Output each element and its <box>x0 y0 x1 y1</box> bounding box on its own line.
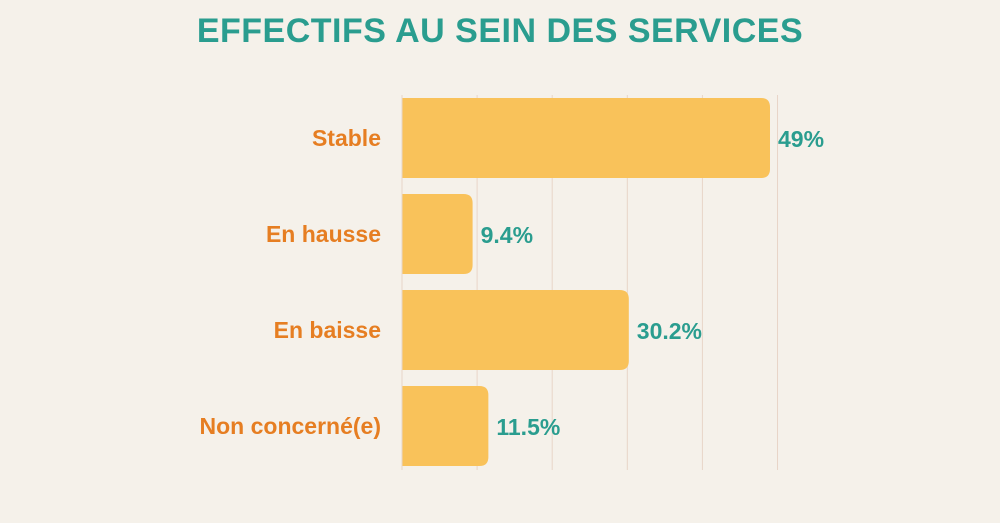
value-label: 9.4% <box>481 222 533 248</box>
value-label: 49% <box>778 126 824 152</box>
value-label: 11.5% <box>496 414 560 440</box>
chart-title: EFFECTIFS AU SEIN DES SERVICES <box>196 12 804 50</box>
value-label: 30.2% <box>637 318 702 344</box>
category-label: Non concerné(e) <box>200 413 381 439</box>
category-label: Stable <box>312 125 381 151</box>
bar-3 <box>402 290 629 370</box>
category-label: En hausse <box>266 221 381 247</box>
bar-2 <box>402 194 473 274</box>
category-label: En baisse <box>274 317 381 343</box>
bar-4 <box>402 386 489 466</box>
bar-1 <box>402 98 770 178</box>
